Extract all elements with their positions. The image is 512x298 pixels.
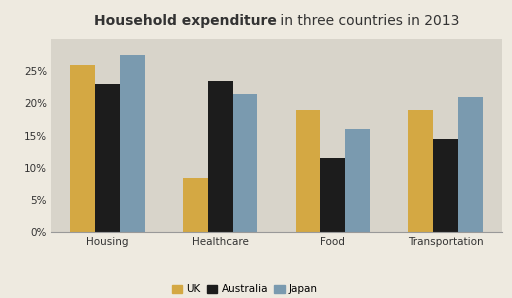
Bar [70,65,95,232]
Text: Household expenditure: Household expenditure [94,14,276,28]
Bar [345,129,370,232]
Bar [183,178,208,232]
Bar [95,84,120,232]
Bar [321,158,345,232]
Bar [120,55,145,232]
Bar [433,139,458,232]
Text: in three countries in 2013: in three countries in 2013 [276,14,460,28]
Bar [458,97,483,232]
Bar [295,110,321,232]
Bar [232,94,258,232]
Bar [408,110,433,232]
Legend: UK, Australia, Japan: UK, Australia, Japan [168,280,322,298]
Bar [208,81,232,232]
